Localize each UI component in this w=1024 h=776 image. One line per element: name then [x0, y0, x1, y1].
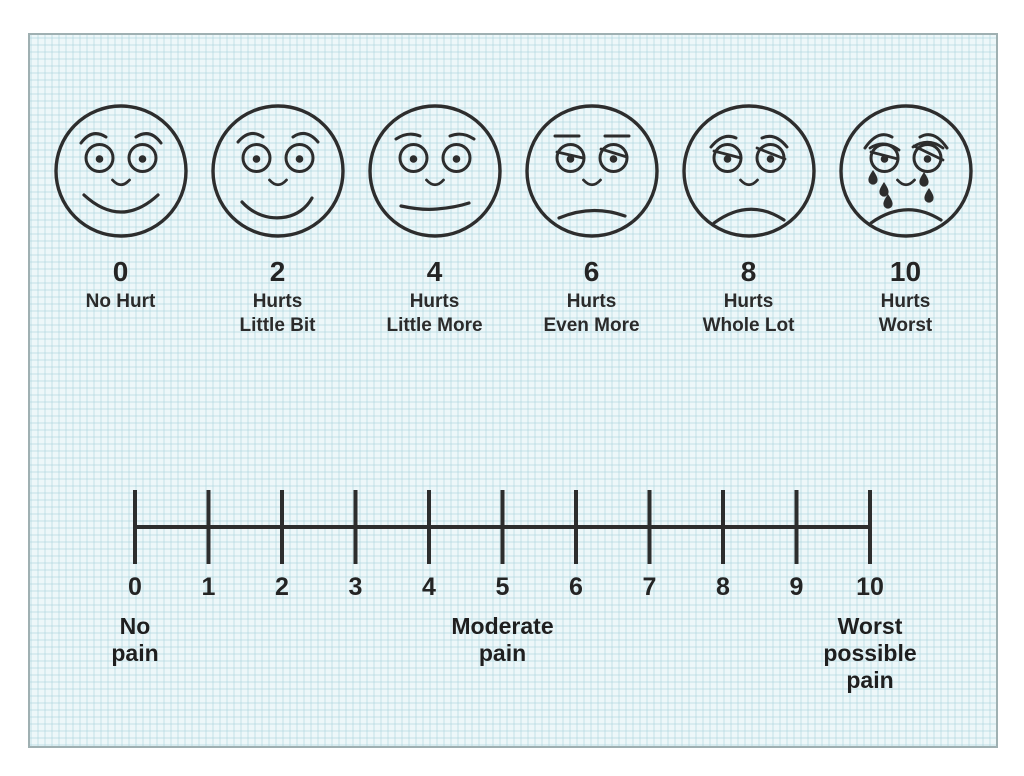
scale-tick-number: 4: [422, 573, 436, 601]
scale-tick-number: 10: [856, 573, 884, 601]
scale-tick-number: 0: [128, 573, 142, 601]
face-caption-line: Even More: [543, 315, 640, 336]
scale-tick-number: 1: [202, 573, 216, 601]
face-item: 6 Hurts Even More: [513, 101, 670, 338]
face-caption-line: Worst: [878, 315, 933, 336]
scale-tick-number: 9: [790, 573, 804, 601]
scale-tick-number: 2: [275, 573, 289, 601]
face-caption-line: Hurts: [252, 291, 303, 312]
face-caption-line: No Hurt: [85, 291, 156, 312]
face-caption: Hurts Worst: [879, 290, 932, 338]
face-no-hurt-icon: [53, 104, 188, 238]
scale-tick-number: 7: [643, 573, 657, 601]
face-hurts-little-bit-icon: [210, 104, 345, 238]
face-caption: Hurts Whole Lot: [703, 290, 795, 338]
scale-anchor-label: Moderate pain: [383, 613, 623, 667]
scale-anchor-label: Worst possible pain: [750, 613, 990, 694]
numeric-pain-scale: 0 1 2 3 4 5 6 7 8 9 10: [128, 490, 884, 601]
face-caption: Hurts Little More: [386, 290, 482, 338]
face-item: 8 Hurts Whole Lot: [670, 101, 827, 338]
face-caption: No Hurt: [86, 290, 156, 314]
scale-tick-number: 3: [349, 573, 363, 601]
scale-anchor-label-line: No: [119, 613, 151, 639]
scale-anchor-label-line: possible: [823, 640, 917, 666]
faces-pain-rating-scale: 0 No Hurt 2 Hurts Little Bit 4 Hurts Little Mor…: [30, 101, 996, 338]
face-item: 10 Hurts Worst: [827, 101, 984, 338]
face-value: 0: [112, 256, 129, 287]
face-item: 0 No Hurt: [42, 101, 199, 338]
scale-tick-number: 5: [496, 573, 510, 601]
scale-anchor-label-line: pain: [478, 640, 527, 666]
face-hurts-little-more-icon: [367, 104, 502, 238]
scale-anchor-label: No pain: [15, 613, 255, 667]
face-caption-line: Hurts: [566, 291, 617, 312]
face-caption-line: Little Bit: [239, 315, 316, 336]
face-item: 4 Hurts Little More: [356, 101, 513, 338]
scale-anchor-label-line: pain: [111, 640, 159, 666]
face-value: 8: [740, 256, 757, 287]
face-hurts-worst-icon: [838, 104, 973, 238]
scale-anchor-label-line: Worst: [837, 613, 903, 639]
face-caption-line: Hurts: [409, 291, 460, 312]
scale-anchor-label-line: pain: [846, 667, 894, 693]
face-item: 2 Hurts Little Bit: [199, 101, 356, 338]
scale-tick-number: 8: [716, 573, 730, 601]
face-value: 6: [583, 256, 600, 287]
scale-tick-number: 6: [569, 573, 583, 601]
face-caption-line: Little More: [386, 315, 483, 336]
face-hurts-even-more-icon: [524, 104, 659, 238]
face-value: 4: [426, 256, 443, 287]
face-caption-line: Whole Lot: [702, 315, 795, 336]
pain-scale-panel: 0 No Hurt 2 Hurts Little Bit 4 Hurts Little Mor…: [28, 33, 998, 748]
face-value: 10: [889, 256, 922, 287]
face-value: 2: [269, 256, 286, 287]
face-caption-line: Hurts: [880, 291, 931, 312]
face-caption: Hurts Little Bit: [240, 290, 316, 338]
face-caption: Hurts Even More: [543, 290, 639, 338]
face-caption-line: Hurts: [723, 291, 774, 312]
face-hurts-whole-lot-icon: [681, 104, 816, 238]
scale-anchor-label-line: Moderate: [451, 613, 554, 639]
